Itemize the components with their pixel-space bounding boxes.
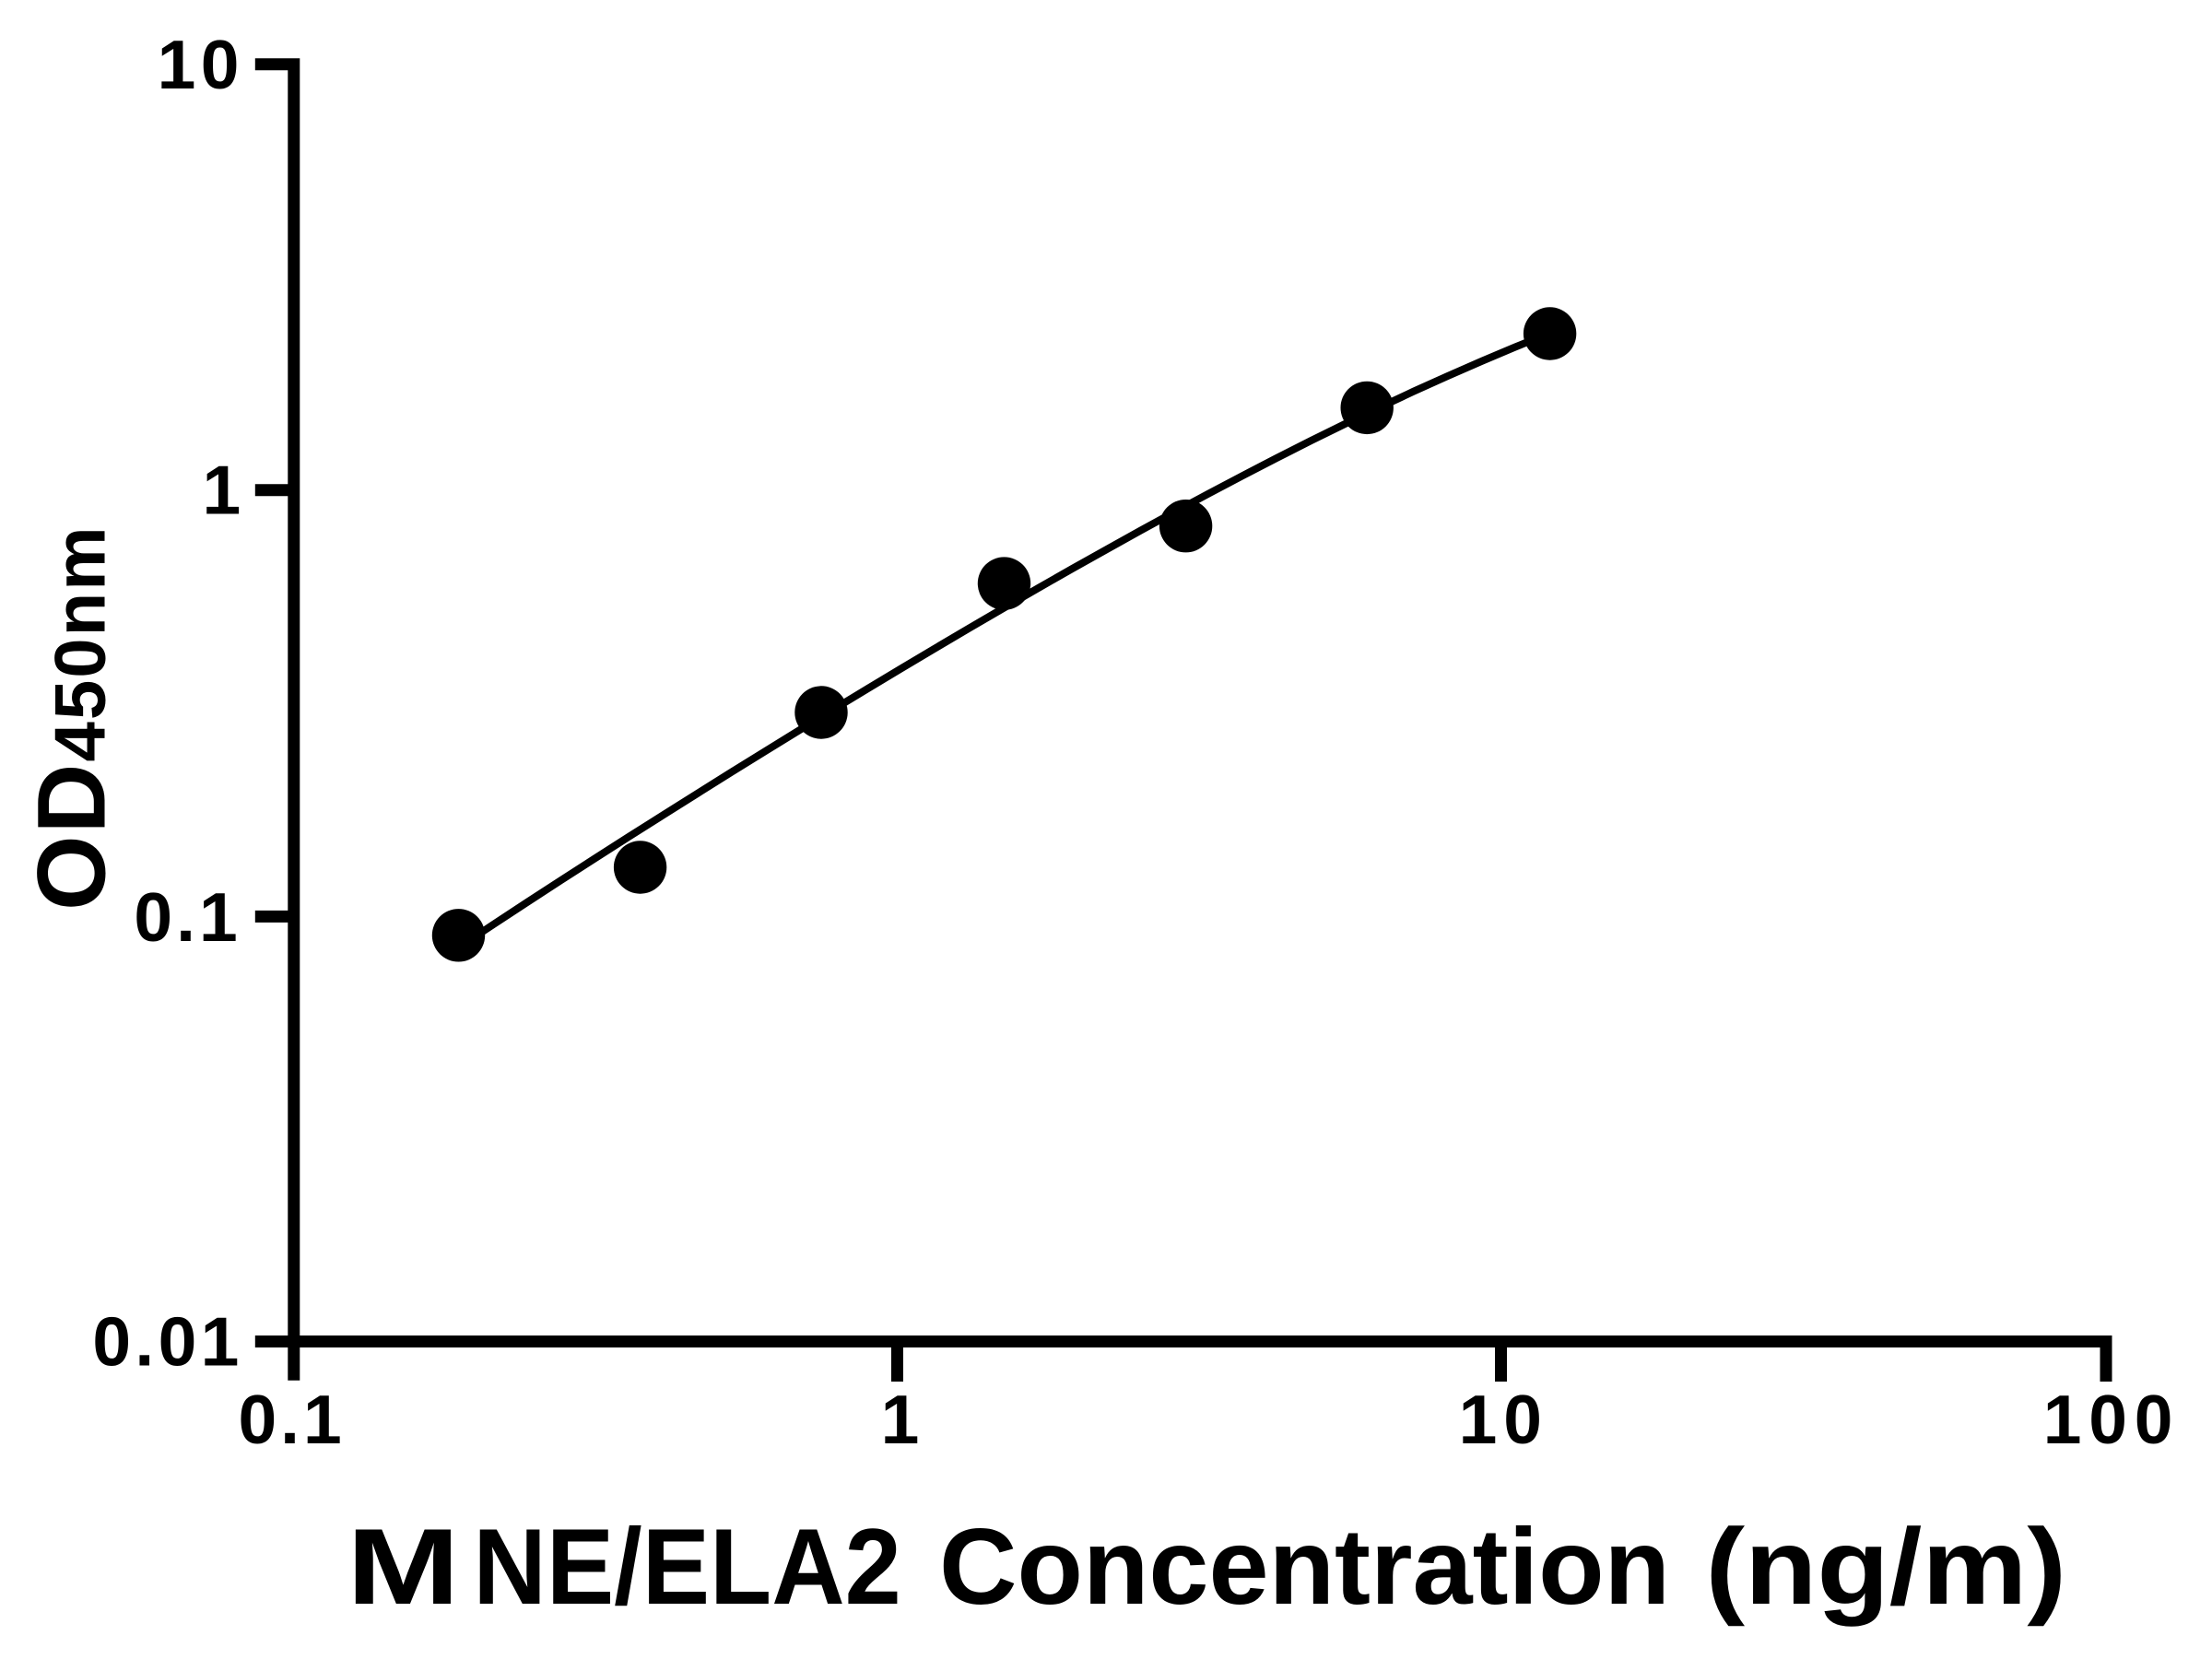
svg-text:M: M: [347, 1507, 460, 1627]
svg-text:Concentration: Concentration: [939, 1506, 1670, 1627]
svg-text:10: 10: [158, 26, 244, 103]
svg-text:0.1: 0.1: [238, 1381, 345, 1458]
svg-text:0.01: 0.01: [92, 1303, 242, 1381]
svg-text:10: 10: [1459, 1381, 1548, 1458]
svg-text:1: 1: [202, 452, 241, 529]
svg-text:100: 100: [2043, 1381, 2181, 1458]
svg-text:OD450nm: OD450nm: [18, 524, 126, 911]
svg-text:NE/ELA2: NE/ELA2: [473, 1507, 900, 1628]
svg-text:0.1: 0.1: [134, 878, 241, 956]
svg-text:1: 1: [881, 1381, 920, 1458]
svg-text:(ng/m): (ng/m): [1705, 1507, 2066, 1628]
